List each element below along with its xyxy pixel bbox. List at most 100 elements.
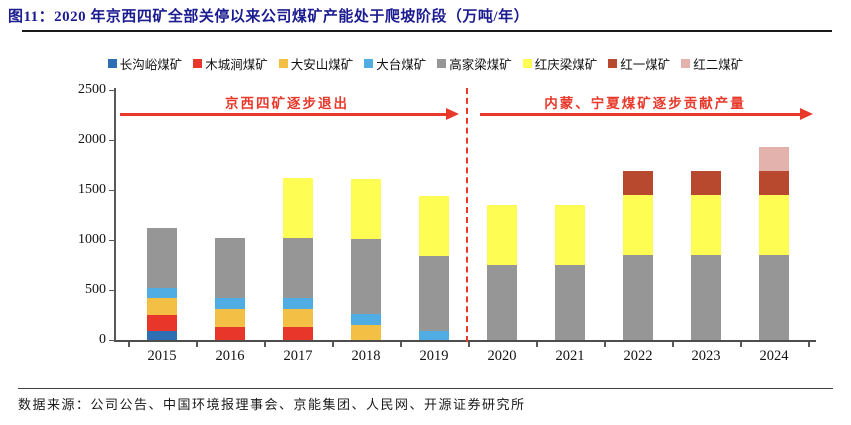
x-tick-label-2018: 2018 xyxy=(351,348,381,364)
legend-label-daanshan: 大安山煤矿 xyxy=(290,57,354,72)
x-tick-label-2023: 2023 xyxy=(691,348,721,364)
bar-segment-hongyi-2022 xyxy=(623,171,653,195)
changgouyu-legend-swatch xyxy=(107,58,117,68)
y-axis-line xyxy=(114,88,116,341)
title-divider-line xyxy=(22,30,832,32)
honger-legend-swatch xyxy=(681,58,691,68)
right-phase-annotation: 内蒙、宁夏煤矿逐步贡献产量 xyxy=(544,96,746,111)
legend-item-honger: 红二煤矿 xyxy=(681,54,743,73)
bar-segment-hongqingliang-2023 xyxy=(691,195,721,255)
bar-segment-hongyi-2023 xyxy=(691,171,721,195)
data-source-text: 数据来源：公司公告、中国环境报理事会、京能集团、人民网、开源证券研究所 xyxy=(18,397,526,412)
right-phase-arrow-line xyxy=(480,113,800,116)
legend-item-changgouyu: 长沟峪煤矿 xyxy=(107,54,183,73)
x-axis-tick xyxy=(604,342,606,347)
legend-label-hongyi: 红一煤矿 xyxy=(620,57,671,72)
x-tick-label-2020: 2020 xyxy=(487,348,517,364)
x-tick-label-2016: 2016 xyxy=(215,348,245,364)
legend-label-gaojialiang: 高家梁煤矿 xyxy=(449,57,512,72)
phase-divider-dashed-line xyxy=(466,88,468,342)
bar-segment-datai-2017 xyxy=(283,298,313,309)
bar-segment-gaojialiang-2022 xyxy=(623,255,653,340)
x-axis-line xyxy=(114,340,816,342)
bar-segment-hongqingliang-2018 xyxy=(351,179,381,239)
left-phase-annotation: 京西四矿逐步退出 xyxy=(225,96,349,111)
figure-title: 图11：2020 年京西四矿全部关停以来公司煤矿产能处于爬坡阶段（万吨/年） xyxy=(8,9,530,25)
datai-legend-swatch xyxy=(364,58,374,68)
bar-segment-gaojialiang-2019 xyxy=(419,256,449,331)
bar-segment-gaojialiang-2024 xyxy=(759,255,789,340)
x-axis-tick xyxy=(196,342,198,347)
bar-segment-datai-2016 xyxy=(215,298,245,309)
bar-segment-datai-2019 xyxy=(419,331,449,340)
legend-label-muchengjian: 木城涧煤矿 xyxy=(205,57,268,72)
legend-label-hongqingliang: 红庆梁煤矿 xyxy=(534,57,598,72)
y-tick-label: 2500 xyxy=(78,82,106,97)
x-axis-tick xyxy=(468,342,470,347)
bar-segment-hongqingliang-2019 xyxy=(419,196,449,256)
bar-segment-datai-2015 xyxy=(147,288,177,298)
x-tick-label-2024: 2024 xyxy=(759,348,789,364)
x-tick-label-2019: 2019 xyxy=(419,348,449,364)
left-phase-arrow-head xyxy=(446,107,459,120)
legend-item-hongyi: 红一煤矿 xyxy=(608,54,670,73)
y-axis-tick xyxy=(109,239,115,241)
x-axis-tick xyxy=(332,342,334,347)
y-axis-tick xyxy=(109,289,115,291)
legend-item-muchengjian: 木城涧煤矿 xyxy=(193,54,268,73)
bar-segment-daanshan-2015 xyxy=(147,298,177,315)
right-phase-arrow-head xyxy=(800,107,813,120)
hongqingliang-legend-swatch xyxy=(522,58,532,68)
bar-segment-gaojialiang-2021 xyxy=(555,265,585,340)
y-axis-tick xyxy=(109,189,115,191)
bar-segment-datai-2018 xyxy=(351,314,381,325)
x-axis-tick xyxy=(536,342,538,347)
bar-segment-hongyi-2024 xyxy=(759,171,789,195)
muchengjian-legend-swatch xyxy=(193,58,203,68)
daanshan-legend-swatch xyxy=(278,58,288,68)
legend-label-datai: 大台煤矿 xyxy=(376,57,427,72)
hongyi-legend-swatch xyxy=(608,58,618,68)
bar-segment-daanshan-2018 xyxy=(351,325,381,340)
legend-label-honger: 红二煤矿 xyxy=(693,57,744,72)
bar-segment-hongqingliang-2024 xyxy=(759,195,789,255)
bar-segment-muchengjian-2017 xyxy=(283,327,313,340)
bar-segment-gaojialiang-2015 xyxy=(147,228,177,288)
x-axis-tick xyxy=(128,342,130,347)
y-axis-tick xyxy=(109,89,115,91)
x-axis-tick xyxy=(740,342,742,347)
x-tick-label-2022: 2022 xyxy=(623,348,653,364)
bar-segment-gaojialiang-2016 xyxy=(215,238,245,298)
bar-segment-changgouyu-2015 xyxy=(147,331,177,340)
x-axis-tick xyxy=(808,342,810,347)
legend-item-daanshan: 大安山煤矿 xyxy=(278,54,354,73)
y-tick-label: 0 xyxy=(99,332,106,347)
y-tick-label: 1000 xyxy=(78,232,106,247)
y-axis-tick xyxy=(109,139,115,141)
bar-segment-hongqingliang-2017 xyxy=(283,178,313,238)
x-tick-label-2021: 2021 xyxy=(555,348,585,364)
bar-segment-gaojialiang-2017 xyxy=(283,238,313,298)
chart-legend: 长沟峪煤矿 木城涧煤矿 大安山煤矿 大台煤矿 高家梁煤矿 红庆梁煤矿 红一煤矿 红二煤矿 xyxy=(0,54,851,72)
legend-label-changgouyu: 长沟峪煤矿 xyxy=(119,57,183,72)
y-axis-tick xyxy=(109,339,115,341)
legend-item-hongqingliang: 红庆梁煤矿 xyxy=(522,54,598,73)
x-axis-tick xyxy=(400,342,402,347)
footer-divider-line xyxy=(18,388,833,389)
bar-segment-hongqingliang-2020 xyxy=(487,205,517,265)
bar-segment-daanshan-2017 xyxy=(283,309,313,327)
bar-segment-honger-2024 xyxy=(759,147,789,171)
x-axis-tick xyxy=(672,342,674,347)
bar-segment-muchengjian-2016 xyxy=(215,327,245,340)
bar-segment-gaojialiang-2020 xyxy=(487,265,517,340)
bar-segment-gaojialiang-2018 xyxy=(351,239,381,314)
y-tick-label: 1500 xyxy=(78,182,106,197)
x-tick-label-2017: 2017 xyxy=(283,348,313,364)
y-tick-label: 500 xyxy=(85,282,106,297)
x-axis-tick xyxy=(264,342,266,347)
gaojialiang-legend-swatch xyxy=(437,58,447,68)
left-phase-arrow-line xyxy=(120,113,446,116)
bar-segment-hongqingliang-2022 xyxy=(623,195,653,255)
legend-item-gaojialiang: 高家梁煤矿 xyxy=(437,54,512,73)
y-tick-label: 2000 xyxy=(78,132,106,147)
